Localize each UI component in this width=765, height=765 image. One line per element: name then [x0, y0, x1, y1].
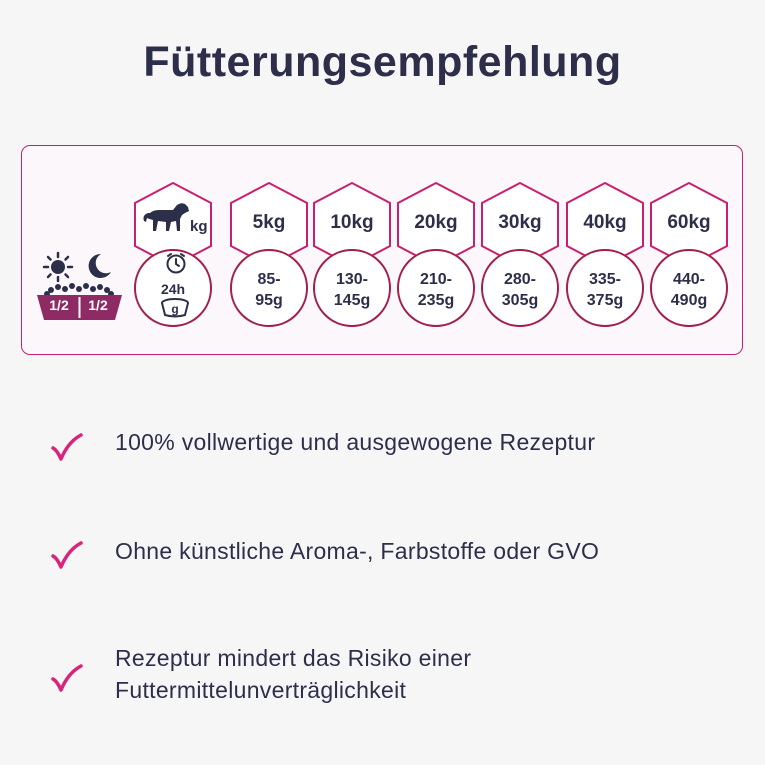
small-bowl-icon [161, 298, 189, 318]
bowl-icon [37, 283, 122, 320]
feeding-column-10kg: 10kg 130- 145g [312, 182, 392, 328]
weight-label: 30kg [498, 212, 542, 233]
amount-label: 280- 305g [501, 271, 539, 309]
feeding-column-40kg: 40kg 335- 375g [565, 182, 645, 328]
check-icon [51, 433, 83, 461]
feeding-column-20kg: 20kg 210- 235g [396, 182, 476, 328]
clock-icon [166, 253, 186, 274]
sun-icon [42, 251, 74, 283]
benefit-item: Ohne künstliche Aroma-, Farbstoffe oder … [115, 538, 600, 564]
feeding-column-30kg: 30kg 280- 305g [480, 182, 560, 328]
amount-label: 335- 375g [586, 271, 624, 309]
weight-unit-label: kg [190, 218, 208, 235]
morning-portion: 1/2 [49, 297, 69, 313]
evening-portion: 1/2 [88, 297, 108, 313]
amount-label: 85- 95g [255, 271, 283, 309]
weight-label: 20kg [414, 212, 458, 233]
check-icon [51, 541, 83, 569]
benefit-item: Rezeptur mindert das Risiko einer Futterm… [115, 645, 472, 703]
page-title: Fütterungsempfehlung [143, 38, 622, 86]
weight-label: 10kg [330, 212, 374, 233]
amount-label: 130- 145g [333, 271, 371, 309]
benefit-item: 100% vollwertige und ausgewogene Rezeptu… [115, 429, 596, 455]
weight-label: 40kg [583, 212, 627, 233]
weight-label: 5kg [252, 212, 286, 233]
header-column: kg 24h g [133, 182, 213, 328]
amount-label: 440- 490g [670, 271, 708, 309]
feeding-column-5kg: 5kg 85- 95g [229, 182, 309, 328]
dog-icon [143, 203, 189, 231]
check-icon [51, 664, 83, 692]
amount-label: 210- 235g [417, 271, 455, 309]
duration-label: 24h [160, 281, 186, 297]
moon-icon [88, 253, 111, 278]
bowl-unit-label: g [171, 302, 179, 316]
feeding-column-60kg: 60kg 440- 490g [649, 182, 729, 328]
weight-label: 60kg [667, 212, 711, 233]
